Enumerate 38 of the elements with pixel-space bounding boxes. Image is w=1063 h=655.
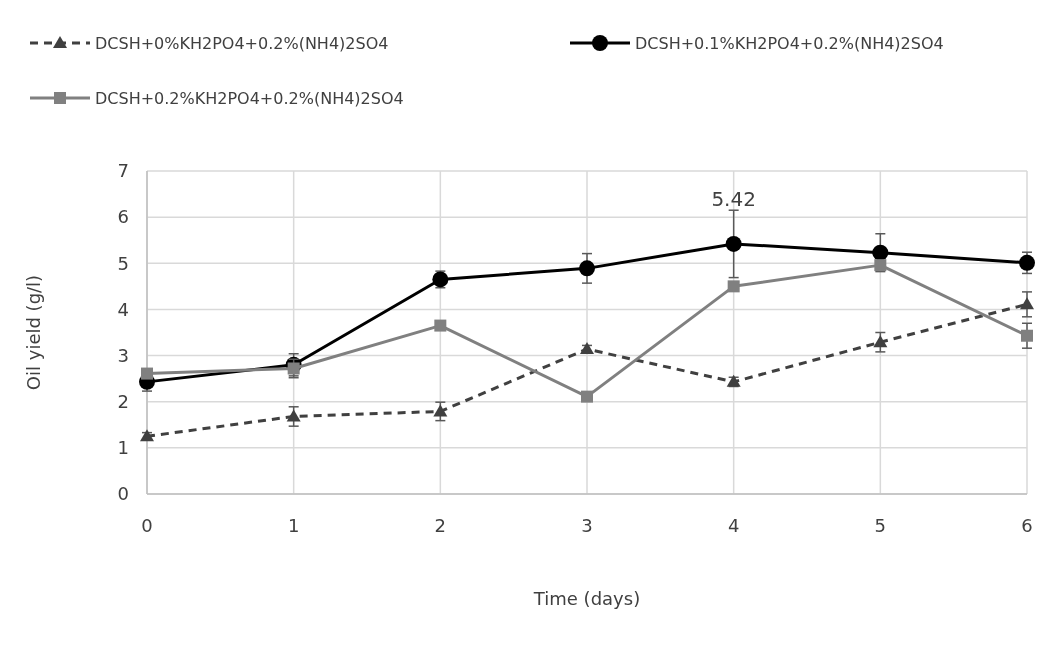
y-tick-label: 7 [117,160,129,182]
point [725,235,742,252]
point [872,244,889,261]
point [287,362,300,375]
point [1021,329,1033,342]
point [286,409,301,422]
point [140,429,154,442]
y-tick-label: 6 [117,206,129,228]
y-axis-title: Oil yield (g/l) [23,274,44,391]
point [727,280,740,293]
x-tick-label: 2 [434,515,447,536]
legend-label: DCSH+0.1%KH2PO4+0.2%(NH4)2SO4 [635,33,944,53]
y-tick-label: 0 [117,483,129,505]
point [873,335,888,348]
x-tick-label: 3 [581,515,593,536]
point [433,404,448,417]
y-tick-label: 4 [117,298,129,320]
y-tick-label: 1 [117,437,129,459]
point [1020,297,1034,310]
point [579,260,595,277]
point [581,390,593,403]
legend-label: DCSH+0.2%KH2PO4+0.2%(NH4)2SO4 [95,88,404,108]
legend-label: DCSH+0%KH2PO4+0.2%(NH4)2SO4 [95,33,389,53]
point [580,342,594,355]
point [141,367,153,380]
x-tick-label: 1 [287,515,300,536]
x-tick-label: 5 [874,515,887,536]
x-axis-title: Time (days) [532,588,641,609]
data-label: 5.42 [711,187,756,212]
y-tick-label: 5 [117,252,129,274]
x-tick-label: 4 [727,515,740,536]
x-tick-label: 6 [1021,515,1033,536]
y-tick-label: 2 [117,391,129,413]
x-tick-label: 0 [141,515,153,536]
point [1019,254,1035,271]
point [874,259,887,272]
y-tick-label: 3 [117,344,129,366]
point [434,319,447,332]
